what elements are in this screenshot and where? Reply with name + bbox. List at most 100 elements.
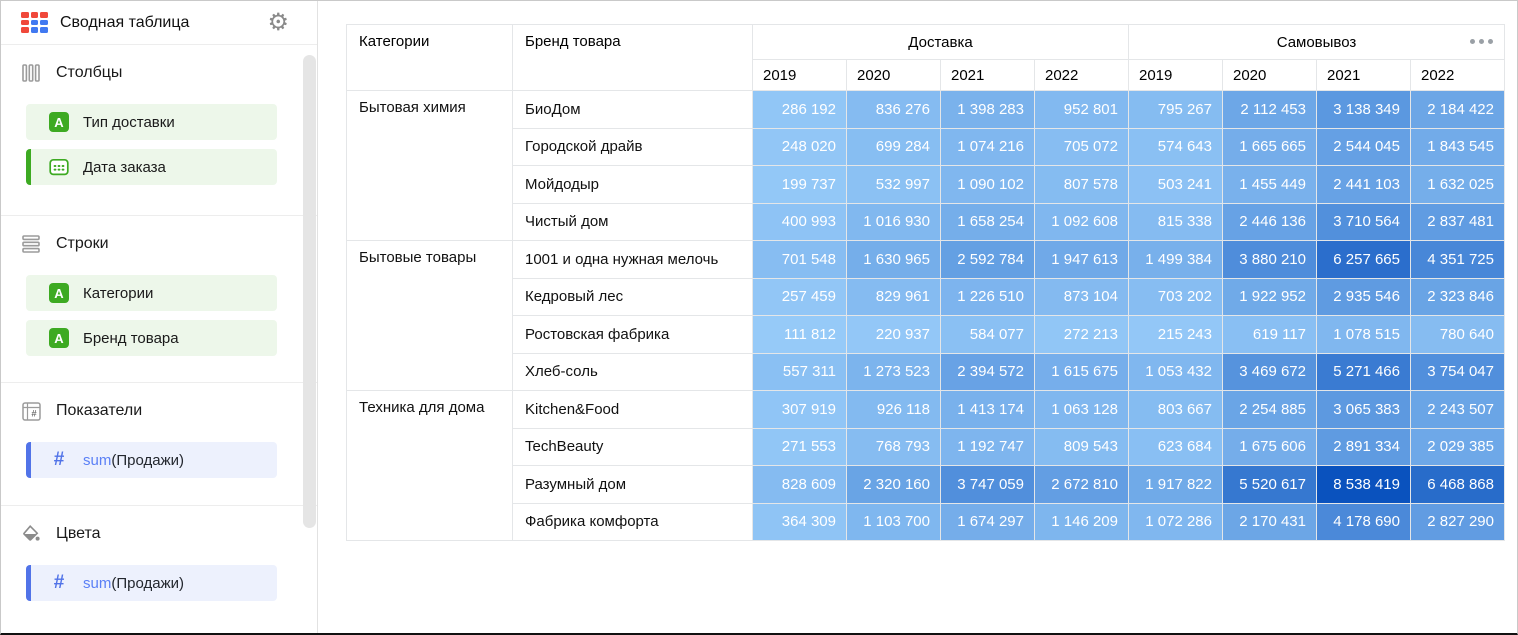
gear-icon[interactable]: ⚙ (267, 8, 289, 36)
value-cell[interactable]: 2 029 385 (1410, 427, 1505, 466)
value-cell[interactable]: 1 917 822 (1128, 465, 1223, 504)
value-cell[interactable]: 1 226 510 (940, 277, 1035, 316)
value-cell[interactable]: 6 257 665 (1316, 240, 1411, 279)
brand-cell[interactable]: Хлеб-соль (512, 352, 753, 391)
group-header-pickup[interactable]: Самовывоз (1128, 24, 1505, 60)
value-cell[interactable]: 199 737 (752, 165, 847, 204)
value-cell[interactable]: 364 309 (752, 502, 847, 541)
value-cell[interactable]: 574 643 (1128, 127, 1223, 166)
field-chip-brand[interactable]: A Бренд товара (26, 320, 277, 356)
brand-cell[interactable]: Фабрика комфорта (512, 502, 753, 541)
value-cell[interactable]: 803 667 (1128, 390, 1223, 429)
value-cell[interactable]: 926 118 (846, 390, 941, 429)
value-cell[interactable]: 699 284 (846, 127, 941, 166)
value-cell[interactable]: 3 754 047 (1410, 352, 1505, 391)
value-cell[interactable]: 257 459 (752, 277, 847, 316)
value-cell[interactable]: 2 544 045 (1316, 127, 1411, 166)
brand-cell[interactable]: Kitchen&Food (512, 390, 753, 429)
brand-cell[interactable]: Мойдодыр (512, 165, 753, 204)
value-cell[interactable]: 828 609 (752, 465, 847, 504)
year-header[interactable]: 2022 (1410, 59, 1505, 91)
value-cell[interactable]: 111 812 (752, 315, 847, 354)
value-cell[interactable]: 1 074 216 (940, 127, 1035, 166)
sidebar-scrollbar[interactable] (303, 55, 316, 528)
value-cell[interactable]: 271 553 (752, 427, 847, 466)
value-cell[interactable]: 1 499 384 (1128, 240, 1223, 279)
value-cell[interactable]: 2 891 334 (1316, 427, 1411, 466)
value-cell[interactable]: 215 243 (1128, 315, 1223, 354)
value-cell[interactable]: 807 578 (1034, 165, 1129, 204)
value-cell[interactable]: 1 398 283 (940, 90, 1035, 129)
brand-cell[interactable]: Ростовская фабрика (512, 315, 753, 354)
value-cell[interactable]: 1 146 209 (1034, 502, 1129, 541)
value-cell[interactable]: 1 078 515 (1316, 315, 1411, 354)
value-cell[interactable]: 703 202 (1128, 277, 1223, 316)
value-cell[interactable]: 2 441 103 (1316, 165, 1411, 204)
value-cell[interactable]: 2 323 846 (1410, 277, 1505, 316)
value-cell[interactable]: 1 072 286 (1128, 502, 1223, 541)
value-cell[interactable]: 1 413 174 (940, 390, 1035, 429)
value-cell[interactable]: 1 273 523 (846, 352, 941, 391)
year-header[interactable]: 2019 (1128, 59, 1223, 91)
value-cell[interactable]: 829 961 (846, 277, 941, 316)
value-cell[interactable]: 8 538 419 (1316, 465, 1411, 504)
brand-cell[interactable]: БиоДом (512, 90, 753, 129)
more-menu-button[interactable] (1466, 35, 1497, 48)
value-cell[interactable]: 1 632 025 (1410, 165, 1505, 204)
brand-cell[interactable]: Городской драйв (512, 127, 753, 166)
value-cell[interactable]: 2 837 481 (1410, 202, 1505, 241)
value-cell[interactable]: 1 103 700 (846, 502, 941, 541)
value-cell[interactable]: 1 674 297 (940, 502, 1035, 541)
measure-chip-sum-sales[interactable]: # sum(Продажи) (26, 442, 277, 478)
value-cell[interactable]: 873 104 (1034, 277, 1129, 316)
value-cell[interactable]: 815 338 (1128, 202, 1223, 241)
field-chip-order-date[interactable]: Дата заказа (26, 149, 277, 185)
value-cell[interactable]: 1 092 608 (1034, 202, 1129, 241)
year-header[interactable]: 2020 (846, 59, 941, 91)
year-header[interactable]: 2020 (1222, 59, 1317, 91)
brand-cell[interactable]: Чистый дом (512, 202, 753, 241)
value-cell[interactable]: 3 880 210 (1222, 240, 1317, 279)
value-cell[interactable]: 584 077 (940, 315, 1035, 354)
value-cell[interactable]: 2 446 136 (1222, 202, 1317, 241)
column-header-brand[interactable]: Бренд товара (512, 24, 753, 91)
value-cell[interactable]: 3 710 564 (1316, 202, 1411, 241)
value-cell[interactable]: 272 213 (1034, 315, 1129, 354)
value-cell[interactable]: 1 615 675 (1034, 352, 1129, 391)
group-header-delivery[interactable]: Доставка (752, 24, 1129, 60)
value-cell[interactable]: 2 243 507 (1410, 390, 1505, 429)
value-cell[interactable]: 1 053 432 (1128, 352, 1223, 391)
year-header[interactable]: 2021 (940, 59, 1035, 91)
brand-cell[interactable]: TechBeauty (512, 427, 753, 466)
brand-cell[interactable]: 1001 и одна нужная мелочь (512, 240, 753, 279)
value-cell[interactable]: 2 112 453 (1222, 90, 1317, 129)
brand-cell[interactable]: Разумный дом (512, 465, 753, 504)
value-cell[interactable]: 286 192 (752, 90, 847, 129)
value-cell[interactable]: 1 016 930 (846, 202, 941, 241)
value-cell[interactable]: 780 640 (1410, 315, 1505, 354)
year-header[interactable]: 2019 (752, 59, 847, 91)
year-header[interactable]: 2021 (1316, 59, 1411, 91)
value-cell[interactable]: 1 658 254 (940, 202, 1035, 241)
value-cell[interactable]: 701 548 (752, 240, 847, 279)
value-cell[interactable]: 2 254 885 (1222, 390, 1317, 429)
field-chip-categories[interactable]: A Категории (26, 275, 277, 311)
value-cell[interactable]: 1 063 128 (1034, 390, 1129, 429)
field-chip-delivery-type[interactable]: A Тип доставки (26, 104, 277, 140)
value-cell[interactable]: 248 020 (752, 127, 847, 166)
value-cell[interactable]: 2 827 290 (1410, 502, 1505, 541)
value-cell[interactable]: 2 184 422 (1410, 90, 1505, 129)
value-cell[interactable]: 1 630 965 (846, 240, 941, 279)
value-cell[interactable]: 768 793 (846, 427, 941, 466)
value-cell[interactable]: 1 843 545 (1410, 127, 1505, 166)
value-cell[interactable]: 400 993 (752, 202, 847, 241)
value-cell[interactable]: 3 747 059 (940, 465, 1035, 504)
color-chip-sum-sales[interactable]: # sum(Продажи) (26, 565, 277, 601)
value-cell[interactable]: 3 138 349 (1316, 90, 1411, 129)
value-cell[interactable]: 6 468 868 (1410, 465, 1505, 504)
value-cell[interactable]: 1 090 102 (940, 165, 1035, 204)
value-cell[interactable]: 795 267 (1128, 90, 1223, 129)
value-cell[interactable]: 557 311 (752, 352, 847, 391)
value-cell[interactable]: 1 675 606 (1222, 427, 1317, 466)
value-cell[interactable]: 2 935 546 (1316, 277, 1411, 316)
